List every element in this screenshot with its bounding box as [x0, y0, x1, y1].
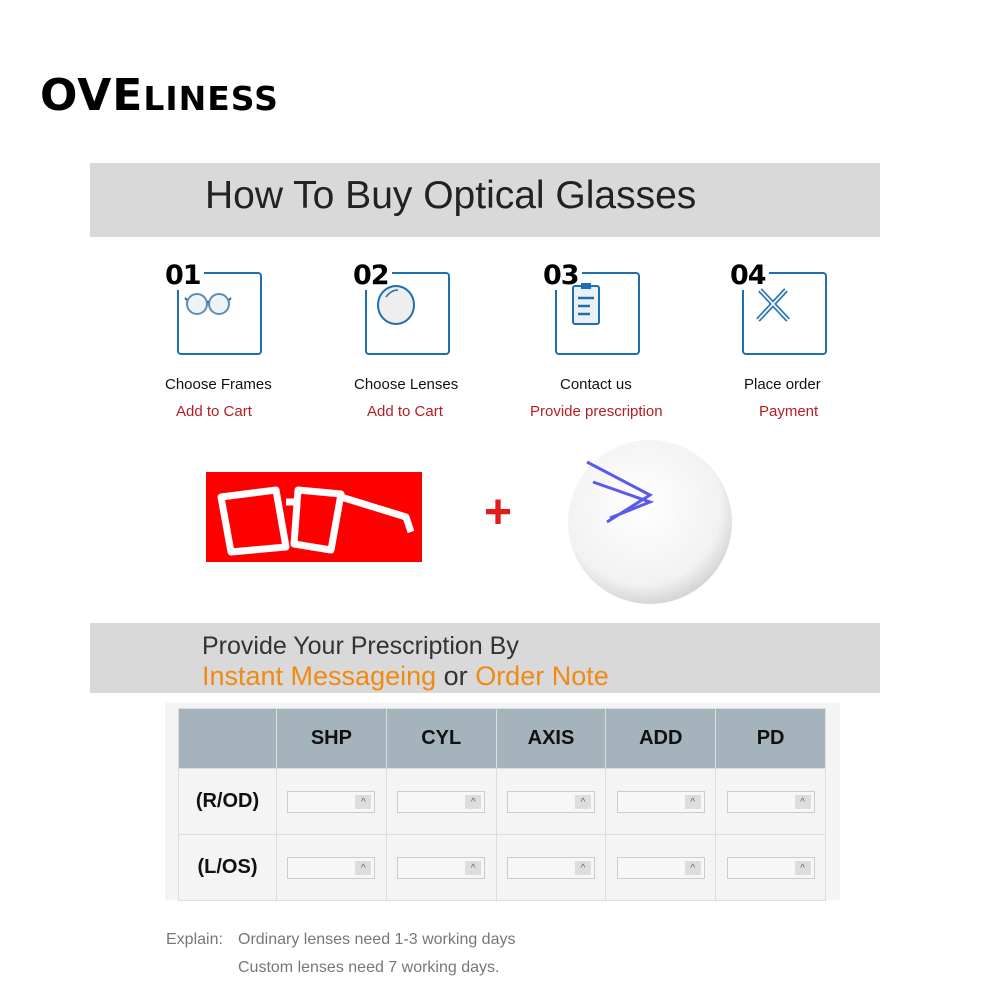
step-label: Contact us: [560, 376, 632, 393]
step-action[interactable]: Provide prescription: [530, 403, 663, 420]
spinner-up-icon[interactable]: ^: [355, 860, 372, 875]
table-row: (R/OD) ^ ^ ^ ^ ^: [178, 768, 826, 835]
frames-image: [206, 472, 422, 562]
page-title: How To Buy Optical Glasses: [205, 174, 697, 217]
axis-input[interactable]: ^: [506, 856, 595, 879]
spinner-up-icon[interactable]: ^: [465, 794, 482, 809]
spinner-up-icon[interactable]: ^: [574, 860, 591, 875]
explain-label: Explain:: [166, 931, 223, 948]
pd-input[interactable]: ^: [726, 790, 815, 813]
step-label: Choose Lenses: [354, 376, 459, 393]
step-number: 02: [353, 262, 392, 290]
instant-messaging-option: Instant Messageing: [202, 661, 437, 691]
tools-icon: [756, 288, 790, 322]
explain-line-1: Ordinary lenses need 1-3 working days: [238, 931, 516, 948]
shp-input[interactable]: ^: [287, 790, 376, 813]
cyl-input[interactable]: ^: [397, 790, 486, 813]
order-note-option: Order Note: [475, 661, 609, 691]
column-header: SHP: [276, 708, 387, 769]
spinner-up-icon[interactable]: ^: [574, 794, 591, 809]
column-header: PD: [715, 708, 826, 769]
row-label: (R/OD): [178, 768, 277, 835]
spinner-up-icon[interactable]: ^: [465, 860, 482, 875]
table-row: (L/OS) ^ ^ ^ ^ ^: [178, 834, 826, 901]
prescription-options: Instant Messageing or Order Note: [202, 661, 609, 692]
lens-image: [568, 440, 732, 604]
column-header: CYL: [385, 708, 497, 769]
spinner-up-icon[interactable]: ^: [355, 794, 372, 809]
spinner-up-icon[interactable]: ^: [794, 860, 811, 875]
spinner-up-icon[interactable]: ^: [684, 860, 701, 875]
explain-line-2: Custom lenses need 7 working days.: [238, 959, 500, 976]
pd-input[interactable]: ^: [726, 856, 815, 879]
column-header: [178, 708, 277, 769]
logo-big: OVE: [40, 70, 144, 121]
lens-icon: [377, 285, 415, 325]
step-number: 01: [165, 262, 204, 290]
shp-input[interactable]: ^: [287, 856, 376, 879]
table-header-row: SHP CYL AXIS ADD PD: [178, 708, 826, 769]
plus-sign: +: [484, 486, 513, 539]
title-bar: [90, 163, 880, 237]
spinner-up-icon[interactable]: ^: [794, 794, 811, 809]
step-number: 04: [730, 262, 769, 290]
step-label: Place order: [744, 376, 821, 393]
cyl-input[interactable]: ^: [397, 856, 486, 879]
column-header: AXIS: [495, 708, 607, 769]
logo-small: LINESS: [143, 79, 279, 118]
step-number: 03: [543, 262, 582, 290]
clipboard-icon: [572, 283, 600, 325]
step-action[interactable]: Add to Cart: [367, 403, 443, 420]
or-text: or: [443, 661, 468, 691]
step-label: Choose Frames: [165, 376, 272, 393]
column-header: ADD: [605, 708, 717, 769]
glasses-icon: [184, 293, 232, 315]
spinner-up-icon[interactable]: ^: [684, 794, 701, 809]
axis-input[interactable]: ^: [506, 790, 595, 813]
prescription-bar: [90, 623, 880, 693]
step-action[interactable]: Payment: [759, 403, 819, 420]
add-input[interactable]: ^: [616, 790, 705, 813]
prescription-heading: Provide Your Prescription By: [202, 632, 519, 660]
brand-logo: OVELINESS: [40, 70, 279, 121]
row-label: (L/OS): [178, 834, 277, 901]
add-input[interactable]: ^: [616, 856, 705, 879]
prescription-table: SHP CYL AXIS ADD PD (R/OD) ^ ^ ^ ^ ^ (L/…: [178, 708, 826, 901]
step-action[interactable]: Add to Cart: [176, 403, 252, 420]
